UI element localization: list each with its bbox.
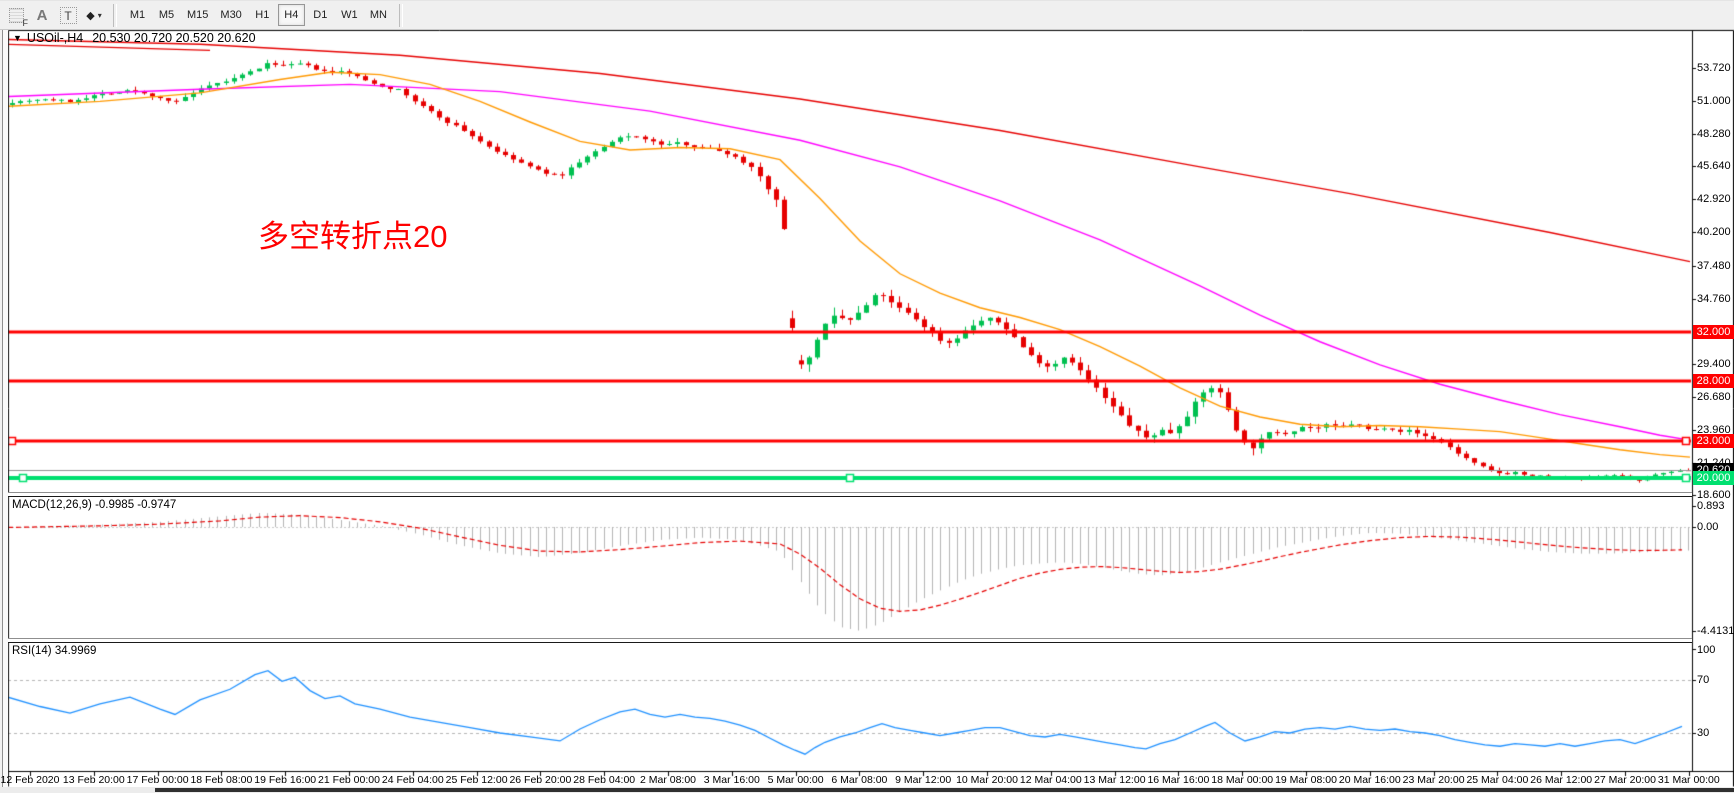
date-label: 26 Feb 20:00 bbox=[509, 774, 572, 786]
timeframe-m5-button[interactable]: M5 bbox=[153, 4, 180, 26]
price-badge: 23.000 bbox=[1693, 434, 1734, 449]
macd-axis-label: 0.893 bbox=[1697, 500, 1725, 512]
timeframe-m15-button[interactable]: M15 bbox=[182, 4, 213, 26]
date-label: 9 Mar 12:00 bbox=[895, 774, 952, 786]
date-label: 18 Mar 00:00 bbox=[1211, 774, 1274, 786]
timeframe-mn-button[interactable]: MN bbox=[365, 4, 392, 26]
date-label: 12 Mar 04:00 bbox=[1019, 774, 1082, 786]
date-label: 20 Mar 16:00 bbox=[1338, 774, 1401, 786]
panel-splitter-rsi[interactable] bbox=[8, 638, 1692, 643]
symbol-name: USOil-,H4 bbox=[26, 31, 84, 45]
price-badge: 32.000 bbox=[1693, 325, 1734, 340]
date-label: 26 Mar 12:00 bbox=[1530, 774, 1593, 786]
panel-splitter-macd[interactable] bbox=[8, 492, 1692, 497]
date-label: 28 Feb 04:00 bbox=[573, 774, 636, 786]
date-label: 5 Mar 00:00 bbox=[767, 774, 824, 786]
date-label: 21 Feb 00:00 bbox=[318, 774, 380, 786]
timeframe-m30-button[interactable]: M30 bbox=[215, 4, 246, 26]
date-label: 24 Feb 04:00 bbox=[381, 774, 444, 786]
macd-indicator-label: MACD(12,26,9) -0.9985 -0.9747 bbox=[12, 499, 177, 511]
price-tick-label: 37.480 bbox=[1697, 259, 1731, 272]
toolbar: F A T ◆ ▾ M1 M5 M15 M30 H1 H4 D1 W1 MN bbox=[0, 0, 1734, 30]
price-tick-label: 40.200 bbox=[1697, 226, 1731, 239]
price-tick-label: 18.600 bbox=[1697, 488, 1731, 501]
text-tool-icon[interactable]: T bbox=[56, 3, 80, 27]
rsi-axis-label: 30 bbox=[1697, 727, 1710, 739]
timeframe-w1-button[interactable]: W1 bbox=[336, 4, 363, 26]
style-tool-icon[interactable]: ◆ ▾ bbox=[82, 3, 106, 27]
timeframe-h1-button[interactable]: H1 bbox=[249, 4, 276, 26]
date-label: 13 Mar 12:00 bbox=[1083, 774, 1146, 786]
date-label: 23 Mar 20:00 bbox=[1402, 774, 1465, 786]
date-label: 12 Feb 2020 bbox=[0, 774, 60, 786]
price-tick-label: 23.960 bbox=[1697, 423, 1731, 436]
font-tool-icon[interactable]: A bbox=[36, 6, 48, 24]
date-label: 10 Mar 20:00 bbox=[956, 774, 1018, 786]
date-label: 31 Mar 00:00 bbox=[1657, 774, 1720, 786]
price-badge: 20.000 bbox=[1693, 470, 1734, 485]
date-label: 16 Mar 16:00 bbox=[1147, 774, 1210, 786]
timeframe-m1-button[interactable]: M1 bbox=[124, 4, 151, 26]
pattern-grid-icon bbox=[8, 7, 24, 23]
date-label: 25 Feb 12:00 bbox=[445, 774, 508, 786]
timeframe-d1-button[interactable]: D1 bbox=[307, 4, 334, 26]
price-tick-label: 29.400 bbox=[1697, 357, 1731, 370]
price-tick-label: 48.280 bbox=[1697, 128, 1731, 141]
rsi-indicator-label: RSI(14) 34.9969 bbox=[12, 645, 97, 657]
price-tick-label: 42.920 bbox=[1697, 193, 1731, 206]
date-label: 17 Feb 00:00 bbox=[126, 774, 189, 786]
diamond-icon: ◆ bbox=[86, 9, 95, 22]
macd-axis-label: -4.4131 bbox=[1697, 625, 1734, 637]
date-label: 19 Feb 16:00 bbox=[254, 774, 317, 786]
date-label: 3 Mar 16:00 bbox=[703, 774, 760, 786]
date-label: 18 Feb 08:00 bbox=[190, 774, 253, 786]
pattern-tool-icon[interactable]: F bbox=[4, 3, 29, 28]
date-label: 13 Feb 20:00 bbox=[62, 774, 125, 786]
symbol-menu-icon[interactable]: ▼ bbox=[13, 33, 22, 43]
date-label: 25 Mar 04:00 bbox=[1466, 774, 1529, 786]
date-label: 2 Mar 08:00 bbox=[639, 774, 697, 786]
chevron-down-icon: ▾ bbox=[97, 10, 102, 20]
horizontal-scrollbar-thumb[interactable] bbox=[155, 788, 1734, 792]
date-label: 6 Mar 08:00 bbox=[831, 774, 888, 786]
price-tick-label: 45.640 bbox=[1697, 160, 1731, 173]
window-left-frame bbox=[0, 30, 8, 787]
price-tick-label: 51.000 bbox=[1697, 95, 1731, 108]
pattern-tool-label: F bbox=[22, 18, 29, 28]
price-tick-label: 53.720 bbox=[1697, 62, 1731, 75]
symbol-header: ▼ USOil-,H4 20.530 20.720 20.520 20.620 bbox=[13, 31, 256, 45]
macd-axis-label: 0.00 bbox=[1697, 521, 1719, 533]
toolbar-separator bbox=[398, 3, 403, 27]
price-badge: 28.000 bbox=[1693, 373, 1734, 388]
price-tick-label: 34.760 bbox=[1697, 292, 1731, 305]
chart-annotation-text: 多空转折点20 bbox=[258, 219, 448, 254]
date-label: 27 Mar 20:00 bbox=[1594, 774, 1656, 786]
symbol-ohlc-values: 20.530 20.720 20.520 20.620 bbox=[92, 31, 256, 45]
rsi-axis-label: 100 bbox=[1697, 644, 1716, 656]
timeframe-h4-button[interactable]: H4 bbox=[277, 4, 305, 26]
toolbar-separator bbox=[113, 3, 117, 27]
rsi-axis-label: 70 bbox=[1697, 674, 1710, 686]
date-label: 19 Mar 08:00 bbox=[1275, 774, 1337, 786]
price-tick-label: 26.680 bbox=[1697, 390, 1731, 403]
